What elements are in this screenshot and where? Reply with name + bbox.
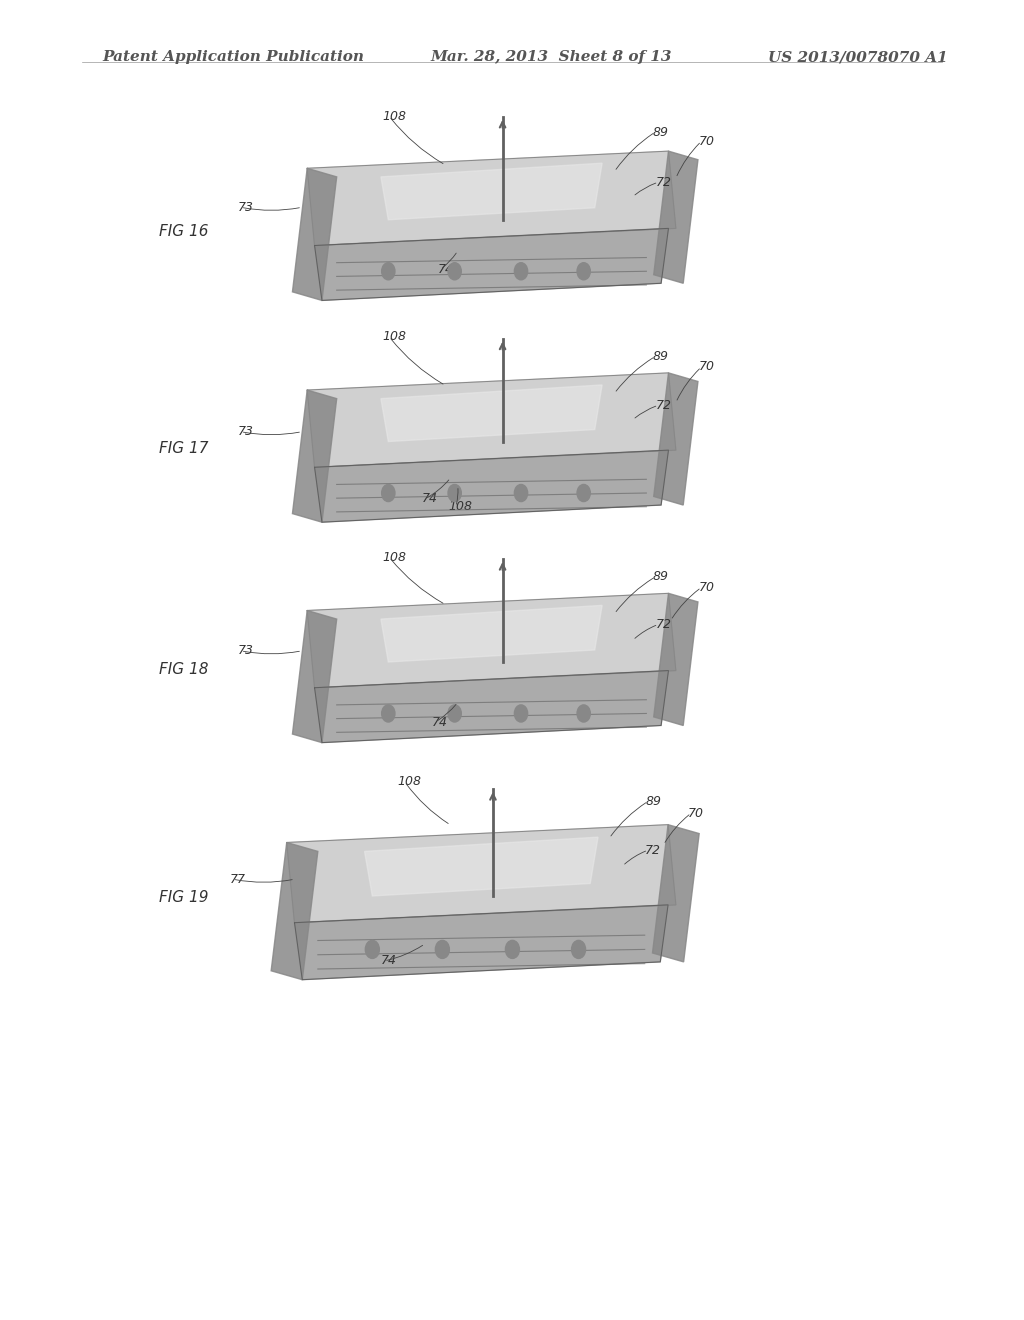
Polygon shape <box>314 228 669 301</box>
Circle shape <box>506 940 519 958</box>
Circle shape <box>382 484 395 502</box>
Text: 73: 73 <box>238 644 254 657</box>
Polygon shape <box>314 671 669 743</box>
Text: 72: 72 <box>645 843 662 857</box>
Circle shape <box>578 705 590 722</box>
Text: 73: 73 <box>238 425 254 438</box>
Polygon shape <box>295 906 668 979</box>
Polygon shape <box>307 594 676 688</box>
Circle shape <box>571 940 586 958</box>
Text: 72: 72 <box>655 399 672 412</box>
Polygon shape <box>287 825 676 923</box>
Polygon shape <box>381 606 602 663</box>
Text: 89: 89 <box>652 125 669 139</box>
Text: FIG 19: FIG 19 <box>159 890 208 906</box>
Text: Patent Application Publication: Patent Application Publication <box>102 50 365 65</box>
Polygon shape <box>653 372 698 506</box>
Text: 74: 74 <box>432 715 449 729</box>
Polygon shape <box>307 372 676 467</box>
Text: 70: 70 <box>698 360 715 374</box>
Polygon shape <box>293 391 337 523</box>
Text: 89: 89 <box>645 795 662 808</box>
Polygon shape <box>653 594 698 726</box>
Polygon shape <box>381 164 602 219</box>
Circle shape <box>578 484 590 502</box>
Circle shape <box>382 263 395 280</box>
Text: FIG 17: FIG 17 <box>159 441 208 457</box>
Text: 70: 70 <box>698 581 715 594</box>
Polygon shape <box>271 842 317 979</box>
Text: 74: 74 <box>381 954 397 968</box>
Polygon shape <box>293 610 337 743</box>
Text: 89: 89 <box>652 570 669 583</box>
Circle shape <box>435 940 450 958</box>
Polygon shape <box>365 837 598 896</box>
Text: 108: 108 <box>449 500 473 513</box>
Polygon shape <box>653 152 698 284</box>
Circle shape <box>449 705 461 722</box>
Text: 89: 89 <box>652 350 669 363</box>
Text: 72: 72 <box>655 176 672 189</box>
Text: 73: 73 <box>238 201 254 214</box>
Text: 70: 70 <box>698 135 715 148</box>
Text: 74: 74 <box>422 492 438 506</box>
Text: 77: 77 <box>229 873 246 886</box>
Polygon shape <box>652 825 699 962</box>
Circle shape <box>449 484 461 502</box>
Text: US 2013/0078070 A1: US 2013/0078070 A1 <box>768 50 948 65</box>
Text: 72: 72 <box>655 618 672 631</box>
Circle shape <box>514 484 527 502</box>
Text: 108: 108 <box>382 550 407 564</box>
Text: FIG 18: FIG 18 <box>159 661 208 677</box>
Circle shape <box>449 263 461 280</box>
Text: FIG 16: FIG 16 <box>159 223 208 239</box>
Polygon shape <box>381 385 602 441</box>
Text: 108: 108 <box>382 330 407 343</box>
Text: 108: 108 <box>397 775 422 788</box>
Text: 70: 70 <box>688 807 705 820</box>
Text: Mar. 28, 2013  Sheet 8 of 13: Mar. 28, 2013 Sheet 8 of 13 <box>430 50 672 65</box>
Circle shape <box>382 705 395 722</box>
Circle shape <box>514 705 527 722</box>
Circle shape <box>514 263 527 280</box>
Text: 108: 108 <box>382 110 407 123</box>
Circle shape <box>578 263 590 280</box>
Text: 74: 74 <box>437 263 454 276</box>
Polygon shape <box>293 169 337 301</box>
Circle shape <box>366 940 379 958</box>
Polygon shape <box>314 450 669 523</box>
Polygon shape <box>307 152 676 246</box>
